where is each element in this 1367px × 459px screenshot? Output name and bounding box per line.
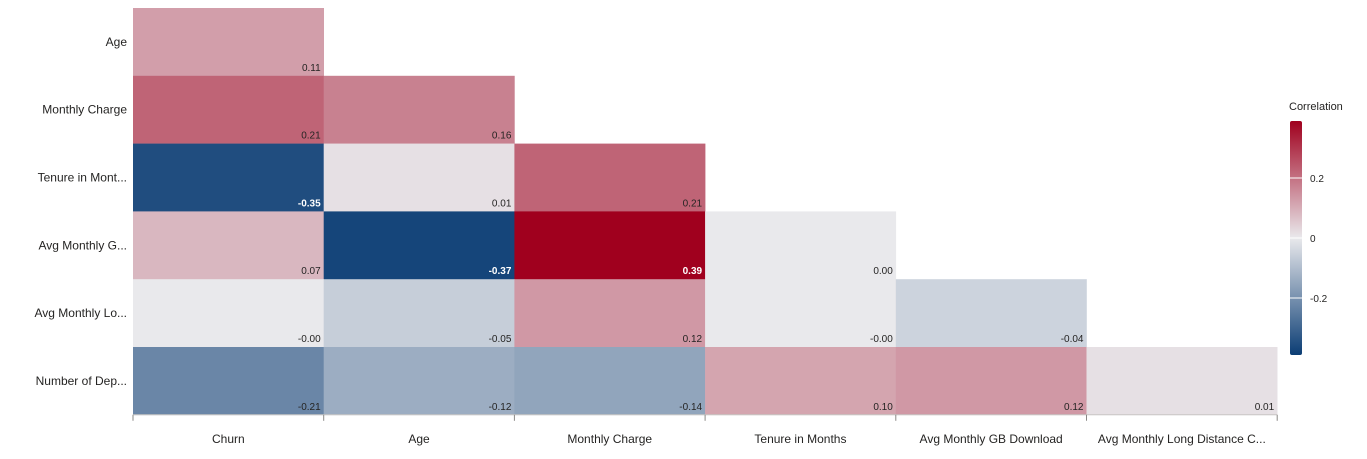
heatmap-cell — [133, 347, 324, 416]
column-label: Avg Monthly GB Download — [920, 432, 1063, 446]
cell-value-label: 0.21 — [301, 131, 321, 142]
row-label: Avg Monthly G... — [39, 238, 127, 252]
heatmap-cell — [705, 279, 897, 348]
cell-value-label: 0.21 — [683, 198, 703, 209]
row-axis-labels: Age Monthly Charge Tenure in Mont... Avg Mo… — [35, 35, 128, 388]
row-label: Number of Dep... — [36, 374, 127, 388]
heatmap-cell — [705, 211, 897, 280]
heatmap-cell — [1086, 347, 1278, 416]
cell-value-label: -0.00 — [870, 334, 893, 345]
cell-value-label: 0.01 — [1255, 402, 1275, 413]
cell-value-label: 0.12 — [1064, 402, 1084, 413]
heatmap-cell — [895, 279, 1087, 348]
cell-value-label: 0.01 — [492, 198, 512, 209]
cell-value-label: -0.00 — [298, 334, 321, 345]
legend-title: Correlation — [1289, 101, 1343, 113]
x-axis: Churn Age Monthly Charge Tenure in Months Av… — [132, 414, 1278, 446]
legend-tick-label: 0.2 — [1310, 174, 1324, 185]
cell-value-label: 0.16 — [492, 131, 512, 142]
heatmap-cell — [514, 143, 706, 212]
heatmap-cell — [514, 347, 706, 416]
row-label: Age — [106, 35, 128, 49]
column-label: Tenure in Months — [754, 432, 846, 446]
heatmap-cell — [133, 75, 324, 144]
legend-ticks: 0.2 0 -0.2 — [1290, 174, 1328, 305]
row-label: Avg Monthly Lo... — [35, 306, 128, 320]
cell-value-label: 0.12 — [683, 334, 703, 345]
heatmap-cell — [323, 279, 515, 348]
cell-value-label: -0.35 — [298, 198, 321, 209]
heatmap-cell — [133, 211, 324, 280]
cell-value-label: 0.00 — [873, 266, 893, 277]
cell-value-label: -0.12 — [489, 402, 512, 413]
column-label: Age — [408, 432, 430, 446]
cell-value-label: -0.04 — [1061, 334, 1084, 345]
row-label: Tenure in Mont... — [38, 171, 127, 185]
column-label: Monthly Charge — [567, 432, 652, 446]
heatmap-cell — [133, 279, 324, 348]
row-label: Monthly Charge — [42, 103, 127, 117]
heatmap-cell — [323, 211, 515, 280]
cell-value-label: -0.05 — [489, 334, 512, 345]
color-legend: Correlation 0.2 0 -0.2 — [1289, 101, 1343, 355]
heatmap-cell — [514, 211, 706, 280]
heatmap-cell — [323, 143, 515, 212]
cell-value-label: -0.37 — [489, 266, 512, 277]
cell-value-label: 0.39 — [683, 266, 703, 277]
cell-value-label: 0.10 — [873, 402, 893, 413]
cell-value-label: 0.11 — [302, 63, 321, 74]
column-label: Avg Monthly Long Distance C... — [1098, 432, 1266, 446]
cell-value-label: 0.07 — [301, 266, 321, 277]
heatmap-cell — [133, 8, 324, 77]
cell-value-label: -0.21 — [298, 402, 321, 413]
heatmap-cell — [323, 347, 515, 416]
heatmap-cell — [705, 347, 897, 416]
cell-value-label: -0.14 — [679, 402, 702, 413]
heatmap-cell — [323, 75, 515, 144]
heatmap-cell-labels: 0.11 0.21 0.16 -0.35 0.01 0.21 0.07 -0.37 0.39 0.… — [298, 63, 1275, 413]
column-label: Churn — [212, 432, 245, 446]
heatmap-cell — [514, 279, 706, 348]
legend-tick-label: 0 — [1310, 234, 1316, 245]
legend-tick-label: -0.2 — [1310, 294, 1328, 305]
heatmap-cells — [133, 8, 1278, 416]
heatmap-cell — [895, 347, 1087, 416]
heatmap-cell — [133, 143, 324, 212]
